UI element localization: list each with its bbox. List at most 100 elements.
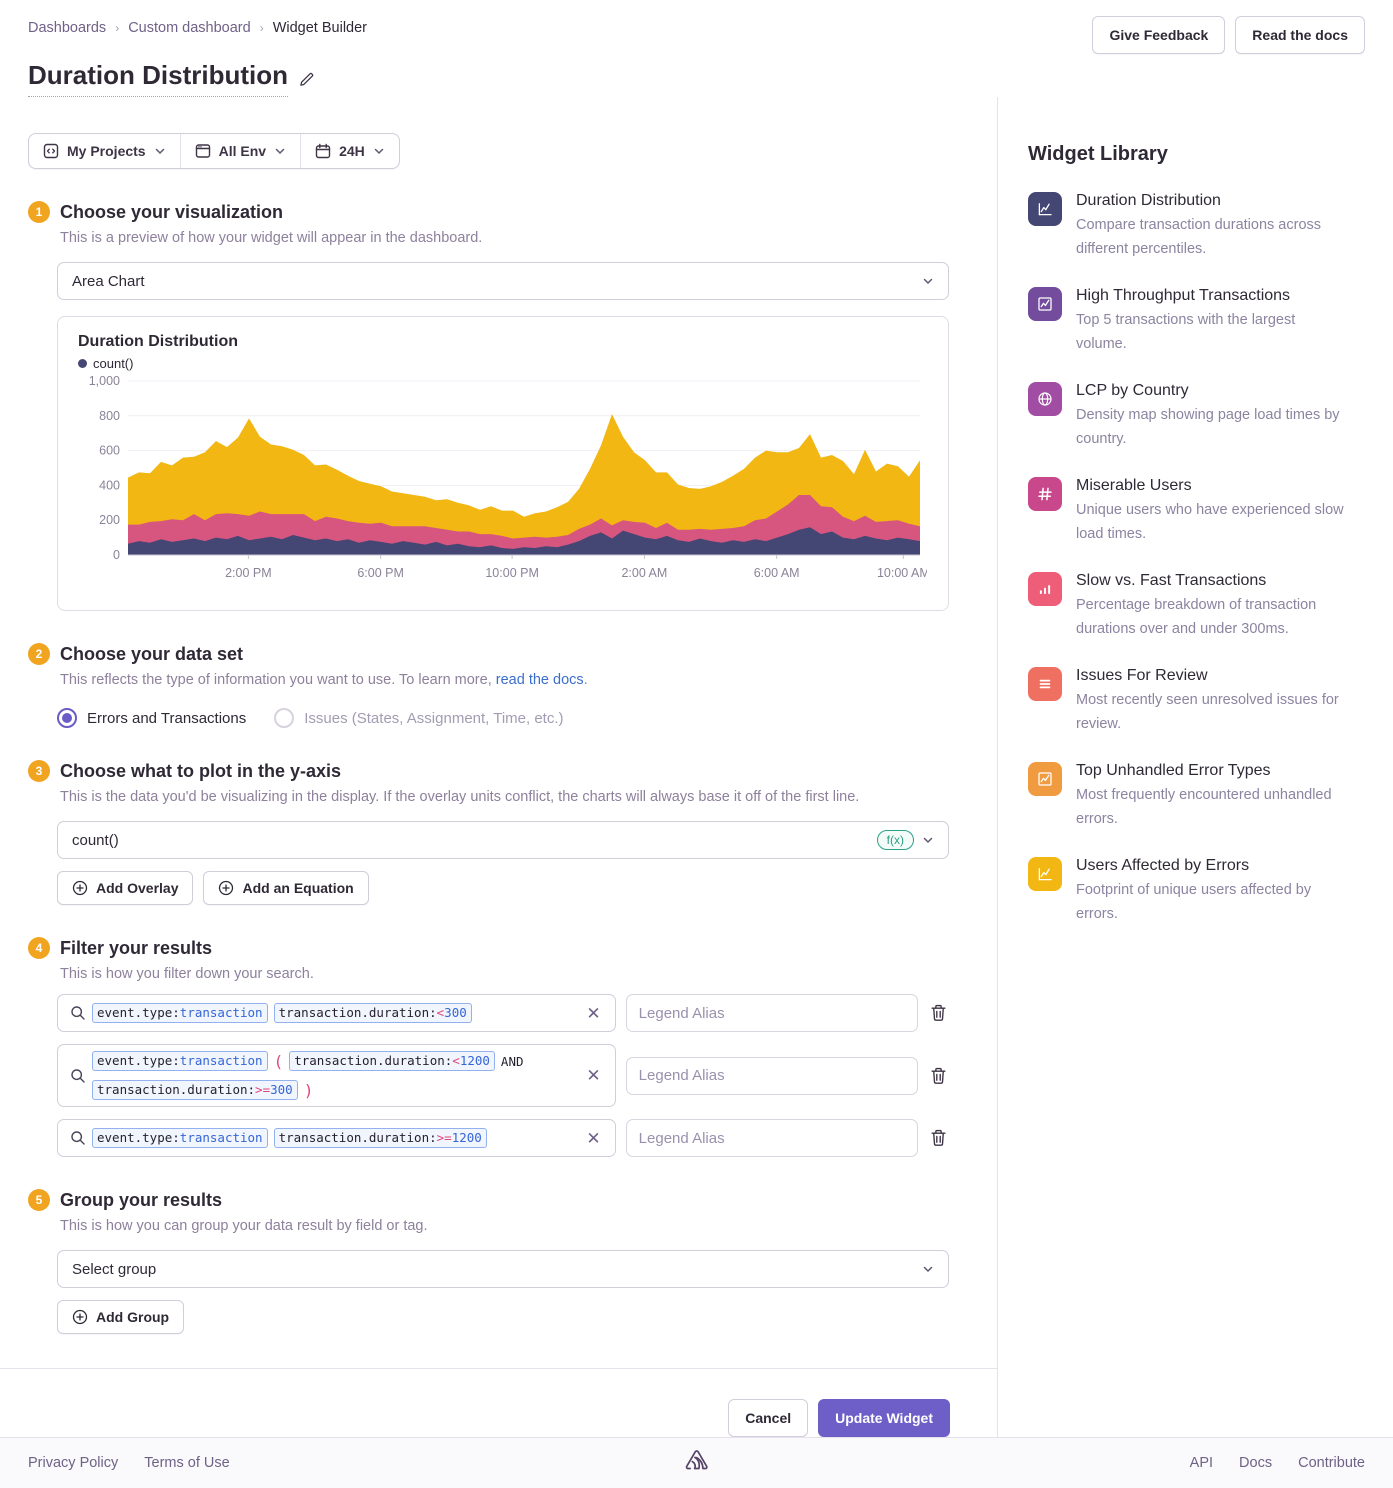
step-visualization: 1 Choose your visualization This is a pr… [28,201,949,611]
docs-link[interactable]: Docs [1239,1455,1273,1471]
widget-library-item[interactable]: Issues For Review Most recently seen unre… [1028,667,1348,736]
breadcrumb-widget-builder: Widget Builder [272,20,367,36]
calendar-icon [315,143,331,159]
widget-library-item[interactable]: Users Affected by Errors Footprint of uni… [1028,857,1348,926]
svg-text:200: 200 [99,513,120,527]
give-feedback-button[interactable]: Give Feedback [1092,16,1226,54]
area-chart-icon [1028,192,1062,226]
radio-issues[interactable]: Issues (States, Assignment, Time, etc.) [274,708,564,728]
clear-search-button[interactable]: ✕ [586,1128,601,1148]
step-group: 5 Group your results This is how you can… [28,1189,949,1334]
environment-icon [195,144,210,158]
widget-library-item[interactable]: High Throughput Transactions Top 5 transa… [1028,287,1348,356]
group-select[interactable]: Select group [57,1250,949,1288]
token-value: 300 [444,1005,467,1020]
search-conditions-input[interactable]: event.type:transaction transaction.durati… [57,1119,616,1157]
delete-query-button[interactable] [928,1065,949,1087]
terms-of-use-link[interactable]: Terms of Use [144,1455,230,1471]
page-title: Duration Distribution [28,60,288,97]
step-number-badge: 1 [28,201,50,223]
delete-query-button[interactable] [928,1127,949,1149]
circle-plus-icon [72,1309,88,1325]
search-filter-token[interactable]: transaction.duration:<1200 [289,1051,495,1071]
page-filter-bar: My Projects All Env 24H [28,133,400,169]
svg-text:800: 800 [99,409,120,423]
time-range-filter[interactable]: 24H [300,134,399,168]
globe-icon [1028,382,1062,416]
read-the-docs-link[interactable]: read the docs [495,672,584,688]
step-subtitle: This is the data you'd be visualizing in… [60,789,860,805]
bars-icon [1028,572,1062,606]
api-link[interactable]: API [1189,1455,1214,1471]
delete-query-button[interactable] [928,1002,949,1024]
trash-icon [931,1004,946,1021]
privacy-policy-link[interactable]: Privacy Policy [28,1455,119,1471]
form-actions: Cancel Update Widget [0,1368,997,1437]
group-select-placeholder: Select group [72,1260,157,1278]
projects-filter[interactable]: My Projects [29,134,180,168]
token-key: event.type: [97,1005,180,1020]
token-operator: < [436,1005,445,1020]
breadcrumb-dashboards[interactable]: Dashboards [28,20,107,36]
trash-icon [931,1067,946,1084]
circle-plus-icon [72,880,88,896]
search-conditions-input[interactable]: event.type:transaction(transaction.durat… [57,1044,616,1107]
chart-legend: count() [78,356,928,371]
cancel-button[interactable]: Cancel [728,1399,809,1437]
step-subtitle: This reflects the type of information yo… [60,672,588,688]
widget-library-item[interactable]: Miserable Users Unique users who have exp… [1028,477,1348,546]
sentry-logo-icon[interactable] [684,1448,710,1479]
search-filter-token[interactable]: transaction.duration:>=1200 [273,1128,487,1148]
radio-label: Errors and Transactions [87,709,247,727]
widget-library-item-description: Footprint of unique users affected by er… [1076,882,1312,922]
add-equation-button[interactable]: Add an Equation [203,871,369,905]
search-icon [71,1006,85,1020]
edit-pencil-icon[interactable] [298,70,316,88]
update-widget-button[interactable]: Update Widget [818,1399,950,1437]
time-range-filter-label: 24H [339,143,365,159]
paren-token[interactable]: ) [303,1080,314,1100]
search-filter-token[interactable]: event.type:transaction [92,1128,268,1148]
svg-text:2:00 PM: 2:00 PM [225,566,272,580]
clear-search-button[interactable]: ✕ [586,1003,601,1023]
add-overlay-button[interactable]: Add Overlay [57,871,194,905]
paren-token[interactable]: ( [273,1051,284,1071]
list-icon [1028,667,1062,701]
search-conditions-input[interactable]: event.type:transaction transaction.durati… [57,994,616,1032]
legend-alias-input[interactable] [625,1056,918,1095]
widget-library-item-title: Issues For Review [1076,667,1208,684]
widget-library-item[interactable]: Top Unhandled Error Types Most frequently… [1028,762,1348,831]
token-key: transaction.duration: [294,1053,453,1068]
environment-filter[interactable]: All Env [179,134,300,168]
widget-library-item[interactable]: Slow vs. Fast Transactions Percentage bre… [1028,572,1348,641]
search-filter-token[interactable]: transaction.duration:<300 [273,1003,472,1023]
contribute-link[interactable]: Contribute [1298,1455,1365,1471]
legend-alias-input[interactable] [625,994,918,1032]
visualization-type-select[interactable]: Area Chart [57,262,949,300]
svg-text:0: 0 [113,548,120,562]
token-value: transaction [179,1130,263,1145]
clear-search-button[interactable]: ✕ [586,1066,601,1085]
page-header: Dashboards › Custom dashboard › Widget B… [0,0,1393,97]
token-value: 1200 [451,1130,482,1145]
breadcrumb-custom-dashboard[interactable]: Custom dashboard [128,20,251,36]
area-chart: 0 200 400 600 800 1,000 2:00 PM 6:00 PM 10:00 PM… [89,374,930,580]
widget-library-item[interactable]: Duration Distribution Compare transaction… [1028,192,1348,261]
step-number-badge: 3 [28,760,50,782]
step-number-badge: 4 [28,937,50,959]
add-group-button[interactable]: Add Group [57,1300,185,1334]
read-the-docs-button[interactable]: Read the docs [1235,16,1365,54]
search-filter-token[interactable]: event.type:transaction [92,1051,268,1071]
yaxis-function-select[interactable]: count() f(x) [57,821,949,859]
search-filter-token[interactable]: transaction.duration:>=300 [92,1080,298,1100]
widget-library-item-title: Duration Distribution [1076,192,1221,209]
svg-text:6:00 AM: 6:00 AM [754,566,800,580]
radio-errors-and-transactions[interactable]: Errors and Transactions [57,708,246,728]
function-badge[interactable]: f(x) [876,830,914,850]
widget-library-item[interactable]: LCP by Country Density map showing page l… [1028,382,1348,451]
search-filter-token[interactable]: event.type:transaction [92,1003,268,1023]
widget-library-item-description: Most recently seen unresolved issues for… [1076,692,1339,732]
boolean-operator-token[interactable]: AND [500,1053,524,1069]
legend-alias-input[interactable] [625,1119,918,1157]
widget-library-title: Widget Library [1028,143,1168,165]
